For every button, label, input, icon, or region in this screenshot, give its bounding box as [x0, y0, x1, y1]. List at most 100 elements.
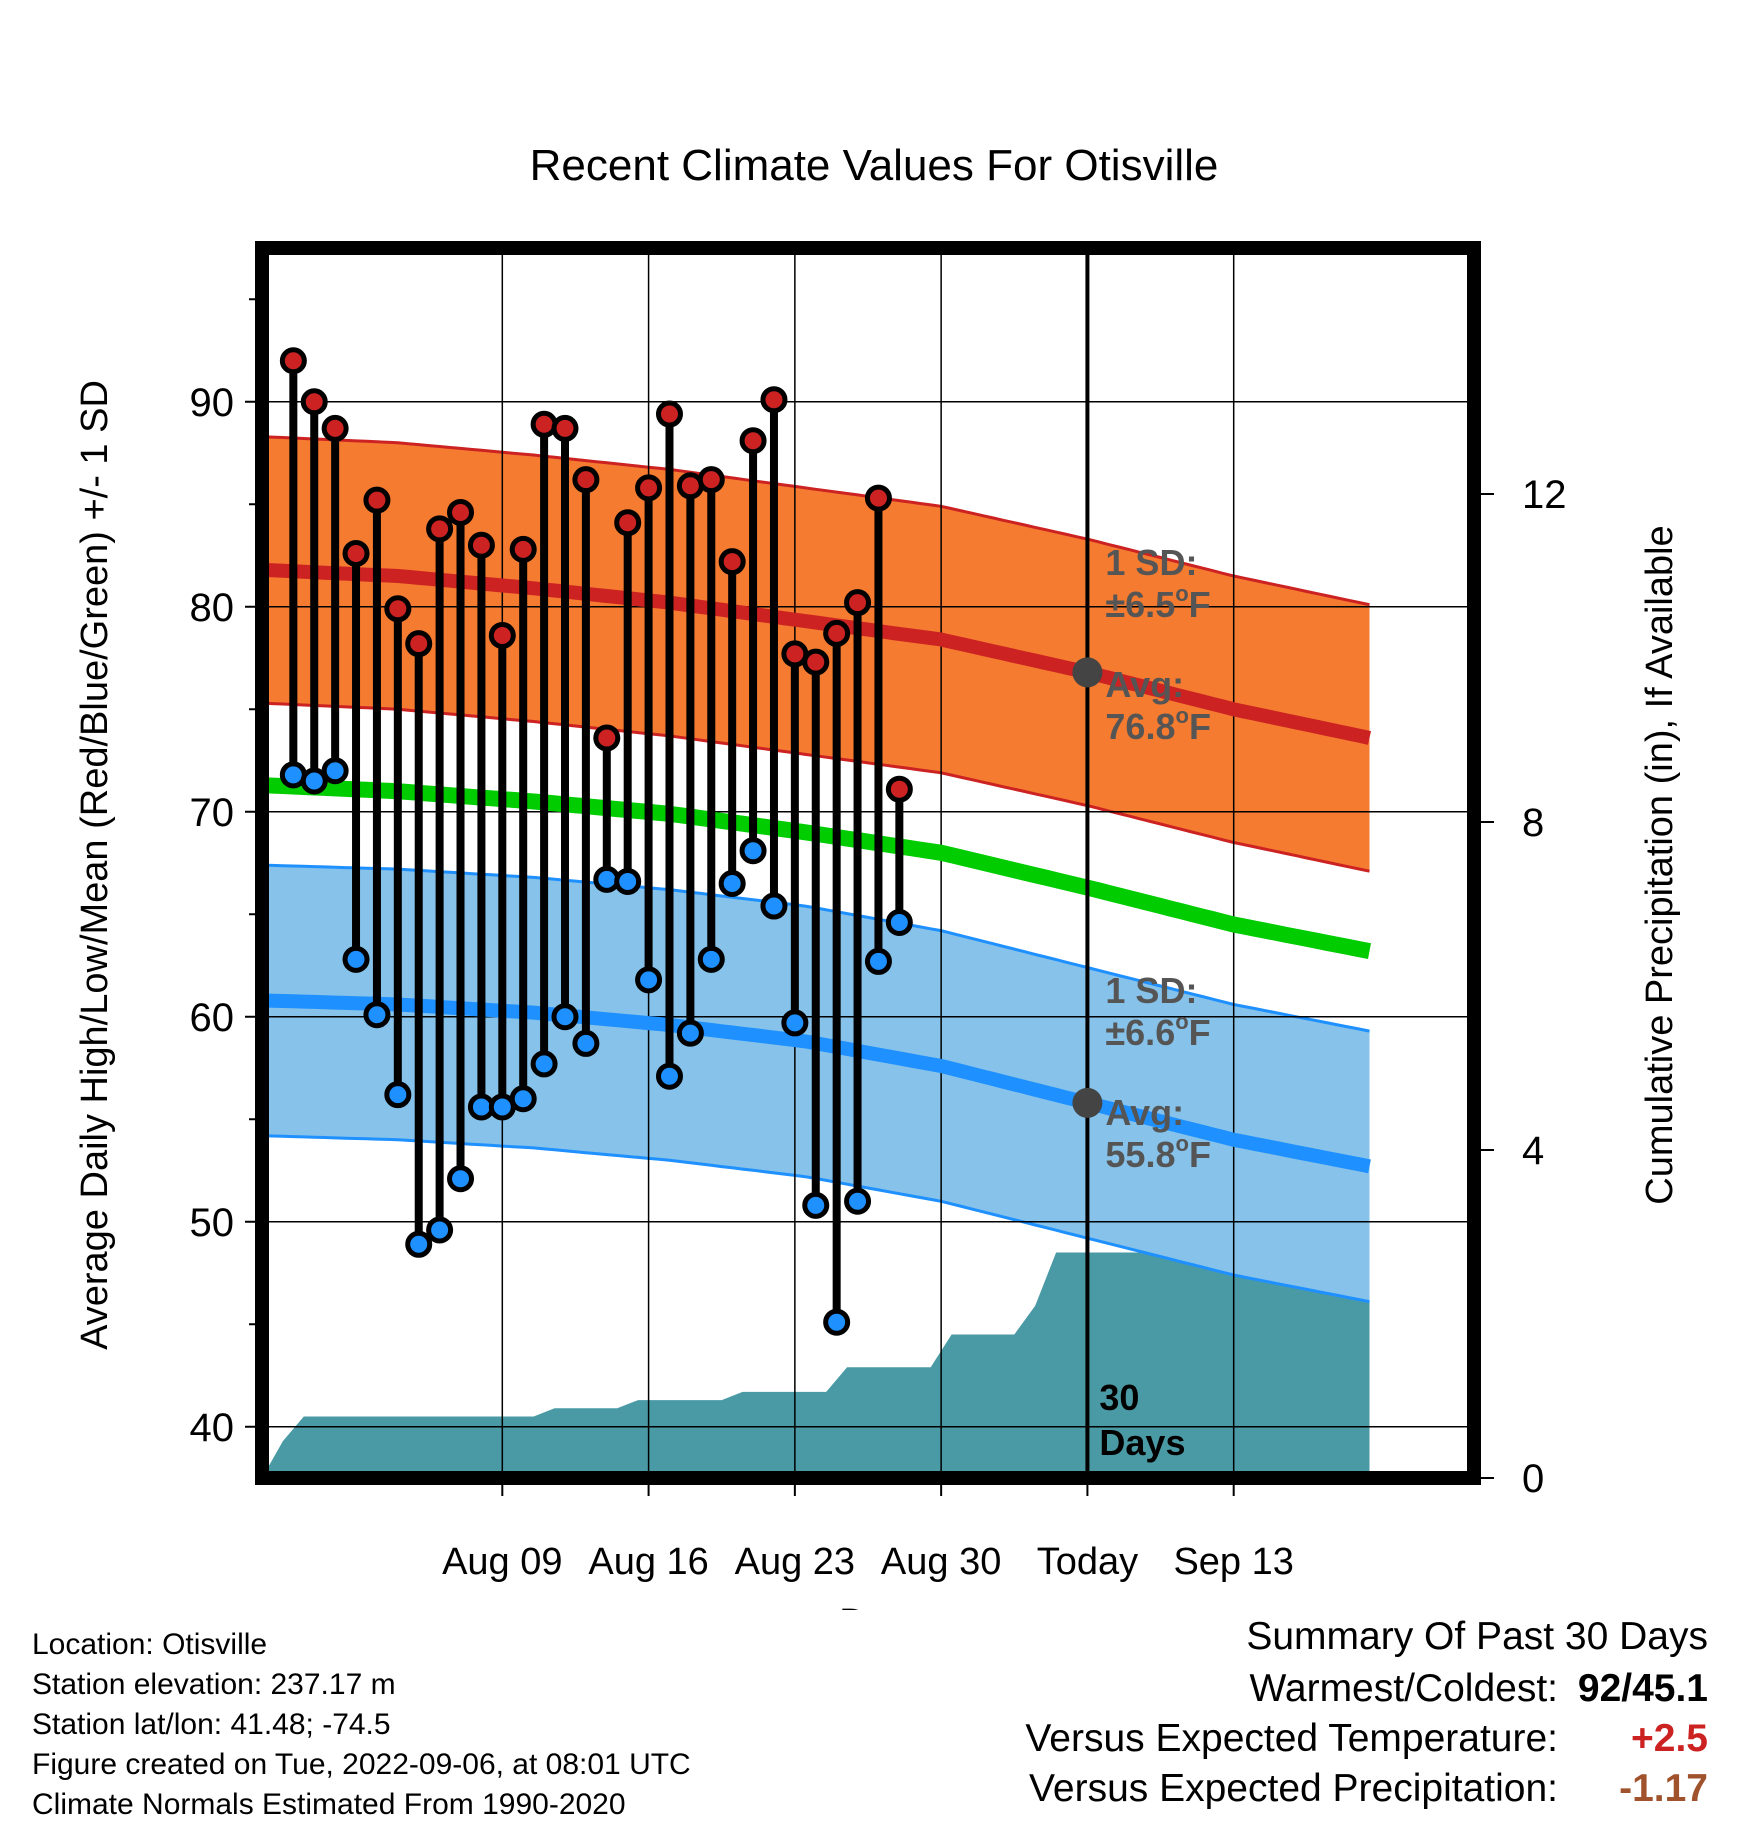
created-text: Figure created on Tue, 2022-09-06, at 08…: [32, 1748, 691, 1781]
obs-low-point: [614, 867, 642, 895]
warmest-label: Warmest/Coldest:: [1249, 1667, 1558, 1710]
obs-high-point: [614, 509, 642, 537]
latlon-text: Station lat/lon: 41.48; -74.5: [32, 1708, 391, 1741]
obs-low-point: [760, 892, 788, 920]
x-tick-label: Today: [1037, 1541, 1138, 1583]
obs-high-point: [426, 515, 454, 543]
days-label-word: Days: [1099, 1422, 1185, 1463]
location-text: Location: Otisville: [32, 1628, 268, 1661]
x-axis-label: Day: [839, 1602, 907, 1610]
obs-high-point: [405, 630, 433, 658]
low-sd-value: ±6.6oF: [1105, 1009, 1210, 1053]
plot-frame: [255, 241, 1481, 1485]
obs-high-point: [572, 466, 600, 494]
obs-high-point: [551, 414, 579, 442]
chart-title: Recent Climate Values For Otisville: [530, 141, 1219, 190]
temp-value: +2.5: [1631, 1717, 1708, 1760]
y2-tick-label: 12: [1522, 473, 1567, 517]
normals-text: Climate Normals Estimated From 1990-2020: [32, 1788, 626, 1821]
obs-high-point: [530, 410, 558, 438]
y2-tick-label: 0: [1522, 1457, 1544, 1501]
high-sd-value: ±6.5oF: [1105, 581, 1210, 625]
x-tick-label: Aug 09: [442, 1541, 562, 1583]
high-avg-dot: [1072, 657, 1103, 688]
y2-axis-label: Cumulative Precipitation (in), If Availa…: [1639, 525, 1681, 1204]
obs-low-point: [635, 966, 663, 994]
y-tick-label: 80: [190, 586, 235, 630]
summary-panel: Summary Of Past 30 Days Warmest/Coldest:…: [1025, 1610, 1708, 1814]
days-label-number: 30: [1099, 1377, 1139, 1418]
obs-low-point: [551, 1003, 579, 1031]
station-info: Location: Otisville Station elevation: 2…: [32, 1625, 691, 1825]
temp-row: Versus Expected Temperature: +2.5: [1025, 1714, 1708, 1764]
y-axis-label: Average Daily High/Low/Mean (Red/Blue/Gr…: [74, 380, 116, 1350]
obs-high-point: [593, 724, 621, 752]
x-tick-label: Aug 30: [881, 1541, 1001, 1583]
obs-high-point: [467, 531, 495, 559]
obs-high-point: [844, 589, 872, 617]
obs-high-point: [760, 386, 788, 414]
y2-tick-label: 4: [1522, 1129, 1544, 1173]
warmest-coldest-row: Warmest/Coldest: 92/45.1: [1025, 1664, 1708, 1714]
summary-title: Summary Of Past 30 Days: [1246, 1615, 1708, 1658]
elevation-text: Station elevation: 237.17 m: [32, 1668, 396, 1701]
obs-low-point: [718, 870, 746, 897]
high-band-upper: [262, 435, 1370, 607]
obs-high-point: [635, 474, 663, 502]
obs-high-point: [697, 466, 725, 494]
obs-low-point: [426, 1216, 454, 1244]
obs-high-point: [384, 595, 412, 623]
climate-chart: Recent Climate Values For Otisville 1 SD…: [74, 141, 1681, 1610]
obs-low-point: [447, 1165, 475, 1193]
low-avg-value: 55.8oF: [1105, 1131, 1211, 1175]
low-avg-dot: [1072, 1087, 1103, 1118]
obs-low-point: [885, 908, 913, 936]
obs-high-point: [300, 388, 328, 416]
obs-low-point: [739, 837, 767, 865]
obs-high-point: [885, 775, 913, 803]
x-tick-label: Aug 23: [735, 1541, 855, 1583]
obs-low-point: [342, 945, 370, 973]
y-tick-label: 70: [190, 791, 235, 835]
obs-high-point: [802, 648, 830, 676]
high-avg-label: Avg:: [1105, 664, 1184, 705]
y-tick-label: 50: [190, 1201, 235, 1245]
obs-high-point: [342, 539, 370, 567]
plot-inner: [262, 248, 1474, 1478]
precip-row: Versus Expected Precipitation: -1.17: [1025, 1764, 1708, 1814]
obs-high-point: [509, 535, 537, 563]
obs-high-point: [864, 484, 892, 512]
obs-low-point: [509, 1085, 537, 1113]
obs-low-point: [781, 1009, 809, 1037]
high-sd-label: 1 SD:: [1105, 542, 1197, 583]
obs-high-point: [823, 619, 851, 647]
obs-low-point: [405, 1230, 433, 1258]
obs-low-point: [321, 757, 349, 785]
normal-high-line: [262, 562, 1372, 745]
obs-low-point: [823, 1308, 851, 1336]
obs-low-point: [697, 945, 725, 973]
temp-label: Versus Expected Temperature:: [1025, 1717, 1558, 1760]
obs-high-point: [321, 414, 349, 442]
y-tick-label: 40: [190, 1406, 235, 1450]
obs-high-point: [739, 427, 767, 455]
precip-area: [262, 1252, 1370, 1478]
obs-high-point: [488, 621, 516, 649]
warmest-value: 92/45.1: [1577, 1667, 1708, 1710]
obs-high-point: [447, 498, 475, 526]
high-avg-value: 76.8oF: [1105, 703, 1211, 747]
y-tick-label: 60: [190, 996, 235, 1040]
obs-high-point: [655, 400, 683, 428]
y2-tick-label: 8: [1522, 801, 1544, 845]
obs-low-point: [384, 1081, 412, 1109]
obs-low-point: [676, 1019, 704, 1047]
low-avg-label: Avg:: [1105, 1092, 1184, 1133]
low-sd-label: 1 SD:: [1105, 970, 1197, 1011]
y-tick-label: 90: [190, 381, 235, 425]
obs-low-point: [300, 767, 328, 795]
obs-low-point: [802, 1191, 830, 1219]
obs-high-point: [279, 347, 307, 375]
obs-low-point: [363, 1001, 391, 1029]
obs-high-point: [718, 548, 746, 576]
